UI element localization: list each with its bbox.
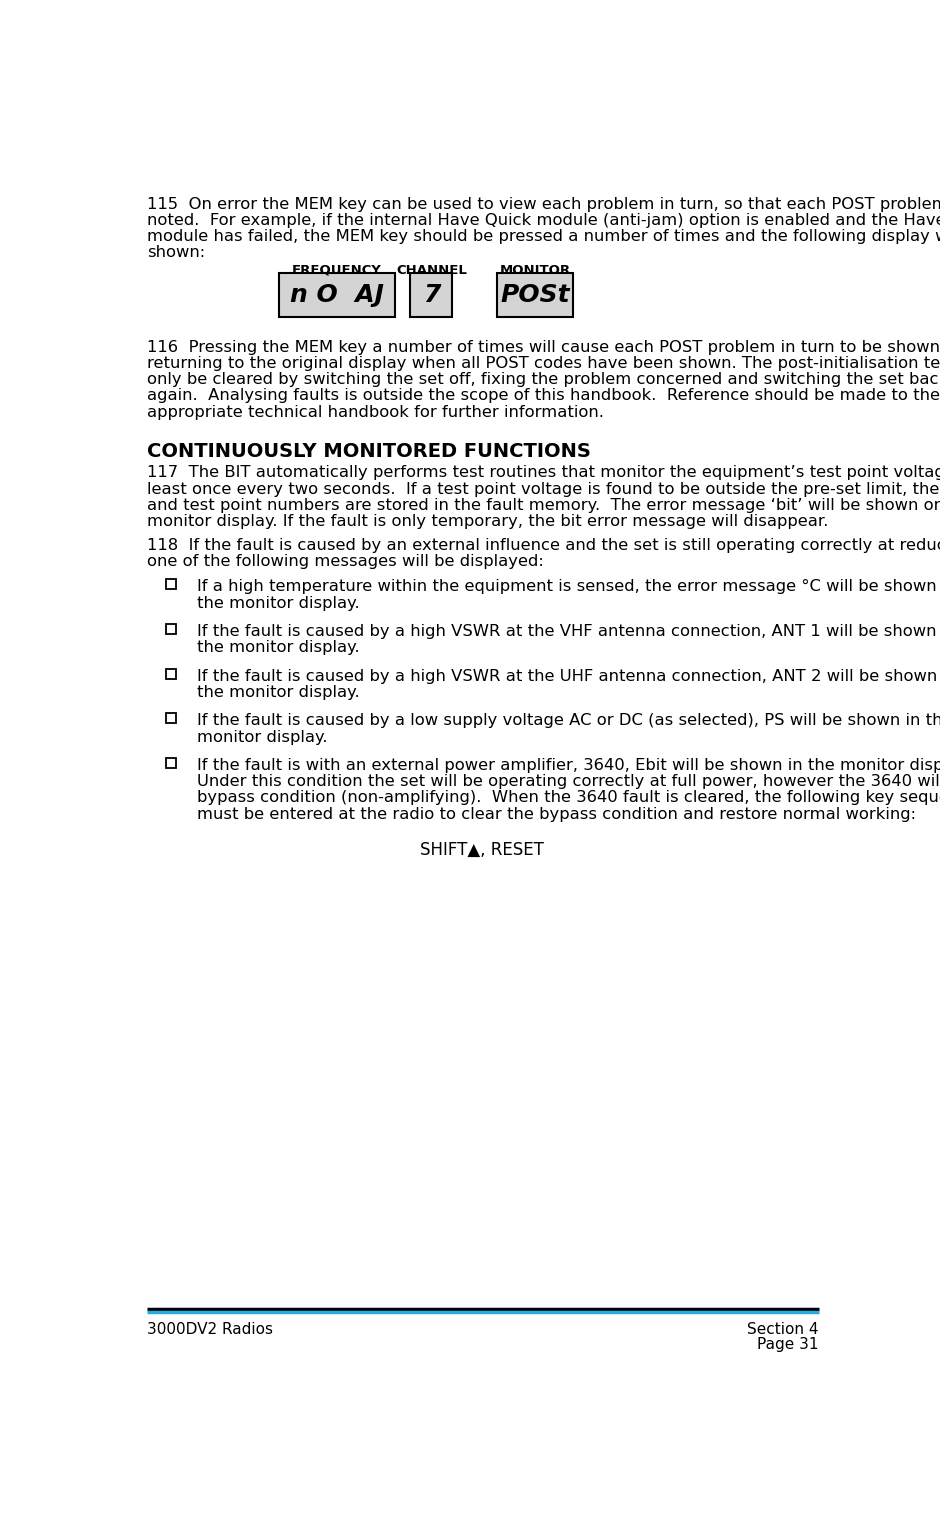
Text: 118  If the fault is caused by an external influence and the set is still operat: 118 If the fault is caused by an externa… — [147, 538, 940, 553]
Text: If the fault is with an external power amplifier, 3640, Ebit will be shown in th: If the fault is with an external power a… — [196, 758, 940, 773]
Text: FREQUENCY: FREQUENCY — [292, 264, 382, 277]
Text: 115  On error the MEM key can be used to view each problem in turn, so that each: 115 On error the MEM key can be used to … — [147, 197, 940, 212]
Text: least once every two seconds.  If a test point voltage is found to be outside th: least once every two seconds. If a test … — [147, 481, 940, 496]
Text: n O  AJ: n O AJ — [290, 283, 384, 307]
Text: If the fault is caused by a high VSWR at the VHF antenna connection, ANT 1 will : If the fault is caused by a high VSWR at… — [196, 624, 940, 639]
Text: Section 4: Section 4 — [747, 1322, 819, 1337]
FancyBboxPatch shape — [411, 274, 452, 317]
Text: If the fault is caused by a low supply voltage AC or DC (as selected), PS will b: If the fault is caused by a low supply v… — [196, 713, 940, 729]
FancyBboxPatch shape — [165, 713, 176, 724]
Text: 7: 7 — [423, 283, 440, 307]
Text: SHIFT▲, RESET: SHIFT▲, RESET — [420, 841, 543, 859]
Text: Page 31: Page 31 — [758, 1337, 819, 1353]
Text: Under this condition the set will be operating correctly at full power, however : Under this condition the set will be ope… — [196, 775, 940, 790]
Text: returning to the original display when all POST codes have been shown. The post-: returning to the original display when a… — [147, 357, 940, 370]
FancyBboxPatch shape — [165, 624, 176, 635]
Text: 3000DV2 Radios: 3000DV2 Radios — [147, 1322, 273, 1337]
Text: If the fault is caused by a high VSWR at the UHF antenna connection, ANT 2 will : If the fault is caused by a high VSWR at… — [196, 669, 940, 684]
Text: POSt: POSt — [500, 283, 570, 307]
FancyBboxPatch shape — [278, 274, 395, 317]
Text: bypass condition (non-amplifying).  When the 3640 fault is cleared, the followin: bypass condition (non-amplifying). When … — [196, 790, 940, 805]
Text: module has failed, the MEM key should be pressed a number of times and the follo: module has failed, the MEM key should be… — [147, 229, 940, 244]
Text: 117  The BIT automatically performs test routines that monitor the equipment’s t: 117 The BIT automatically performs test … — [147, 466, 940, 481]
Text: appropriate technical handbook for further information.: appropriate technical handbook for furth… — [147, 404, 603, 420]
FancyBboxPatch shape — [165, 579, 176, 590]
Text: again.  Analysing faults is outside the scope of this handbook.  Reference shoul: again. Analysing faults is outside the s… — [147, 389, 940, 404]
Text: If a high temperature within the equipment is sensed, the error message °C will : If a high temperature within the equipme… — [196, 579, 940, 595]
Text: noted.  For example, if the internal Have Quick module (anti-jam) option is enab: noted. For example, if the internal Have… — [147, 214, 940, 227]
Text: the monitor display.: the monitor display. — [196, 686, 359, 699]
Text: only be cleared by switching the set off, fixing the problem concerned and switc: only be cleared by switching the set off… — [147, 372, 940, 387]
Text: must be entered at the radio to clear the bypass condition and restore normal wo: must be entered at the radio to clear th… — [196, 807, 916, 822]
Text: monitor display.: monitor display. — [196, 730, 327, 744]
FancyBboxPatch shape — [497, 274, 573, 317]
FancyBboxPatch shape — [165, 758, 176, 768]
Text: CONTINUOUSLY MONITORED FUNCTIONS: CONTINUOUSLY MONITORED FUNCTIONS — [147, 443, 591, 461]
Text: CHANNEL: CHANNEL — [396, 264, 467, 277]
Text: 116  Pressing the MEM key a number of times will cause each POST problem in turn: 116 Pressing the MEM key a number of tim… — [147, 340, 940, 355]
Text: MONITOR: MONITOR — [500, 264, 571, 277]
Text: one of the following messages will be displayed:: one of the following messages will be di… — [147, 553, 543, 569]
Text: monitor display. If the fault is only temporary, the bit error message will disa: monitor display. If the fault is only te… — [147, 513, 828, 529]
Text: the monitor display.: the monitor display. — [196, 596, 359, 610]
FancyBboxPatch shape — [165, 669, 176, 679]
Text: the monitor display.: the monitor display. — [196, 641, 359, 655]
Text: and test point numbers are stored in the fault memory.  The error message ‘bit’ : and test point numbers are stored in the… — [147, 498, 940, 513]
Text: shown:: shown: — [147, 246, 205, 260]
